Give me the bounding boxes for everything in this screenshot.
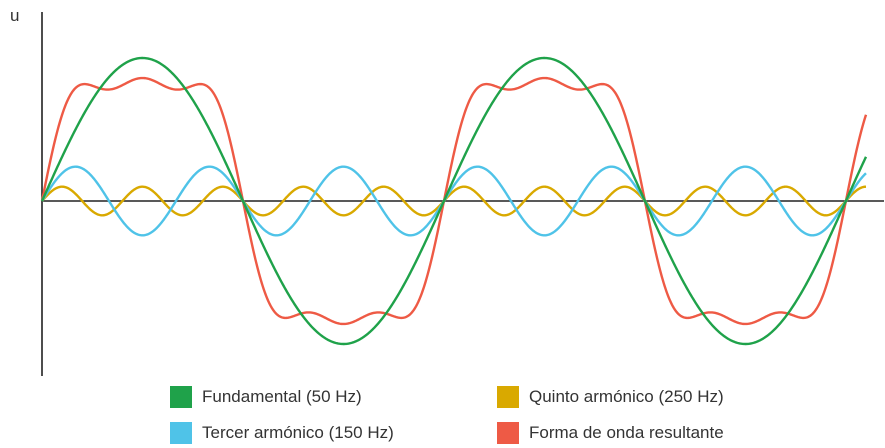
series-tercer	[40, 165, 867, 237]
y-axis-label: u	[10, 6, 20, 25]
series-lines	[40, 56, 868, 346]
series-quinto	[41, 185, 867, 217]
series-fundamental	[40, 56, 868, 346]
series-resultante	[40, 76, 868, 326]
axes	[41, 12, 884, 376]
